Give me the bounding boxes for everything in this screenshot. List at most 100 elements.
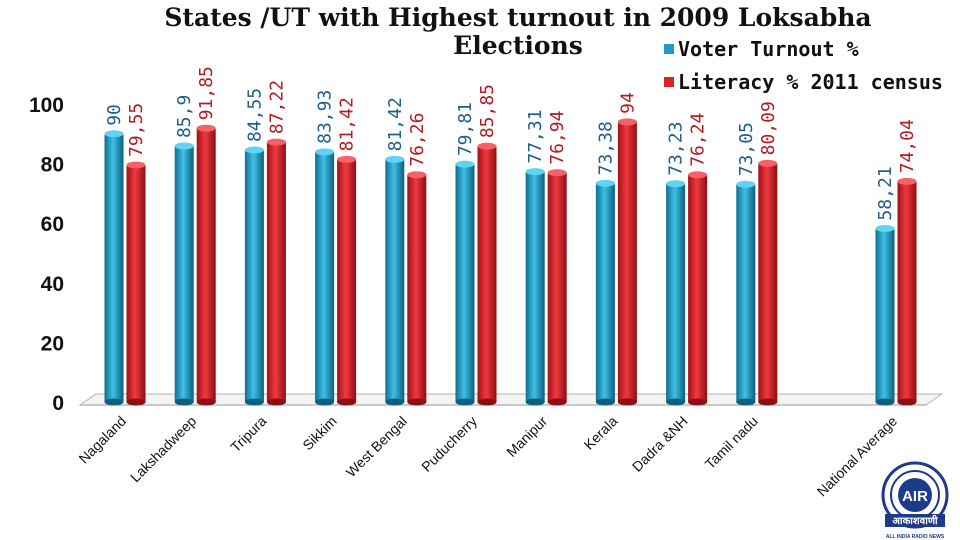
bar-top-voter-turnout-kerala [595, 179, 615, 187]
bar-base-literacy-sikkim [337, 398, 357, 406]
bar-literacy-lakshadweep [196, 128, 216, 403]
bar-top-voter-turnout-dadra-nh [666, 180, 686, 188]
chart-legend: Voter Turnout % Literacy % 2011 census [664, 37, 943, 94]
data-label-voter-turnout-dadra-nh: 73,23 [666, 122, 687, 176]
bar-literacy-puducherry [477, 146, 497, 402]
y-tick-label-0: 0 [52, 392, 64, 415]
y-tick-label-20: 20 [41, 332, 64, 355]
bar-voter-turnout-puducherry [455, 164, 475, 402]
bar-top-voter-turnout-manipur [525, 168, 545, 176]
bar-base-literacy-nagaland [126, 398, 146, 406]
data-label-literacy-nagaland: 79,55 [126, 103, 147, 157]
all-india-radio-logo: AIR आकाशवाणी ALL INDIA RADIO NEWS [881, 461, 949, 540]
bar-top-voter-turnout-national-average [875, 225, 895, 233]
bar-voter-turnout-dadra-nh [666, 183, 686, 402]
bar-base-literacy-manipur [547, 398, 567, 406]
bar-top-literacy-nagaland [126, 161, 146, 169]
bar-top-voter-turnout-lakshadweep [174, 142, 194, 150]
data-label-literacy-west-bengal: 76,26 [407, 113, 428, 167]
bar-literacy-nagaland [126, 164, 146, 402]
data-label-literacy-puducherry: 85,85 [477, 84, 498, 138]
logo-hindi-text: आकाशवाणी [892, 514, 938, 527]
bar-base-literacy-puducherry [477, 398, 497, 406]
data-label-voter-turnout-tripura: 84,55 [244, 88, 265, 142]
bar-literacy-tripura [266, 142, 286, 402]
bar-literacy-dadra-nh [688, 174, 708, 402]
x-tick-label-nagaland: Nagaland [75, 413, 129, 467]
data-label-voter-turnout-puducherry: 79,81 [455, 102, 476, 156]
bar-voter-turnout-tripura [244, 150, 264, 402]
data-label-literacy-dadra-nh: 76,24 [688, 113, 709, 167]
legend-label-literacy: Literacy % 2011 census [678, 70, 943, 94]
bar-base-literacy-lakshadweep [196, 398, 216, 406]
chart-title-line2: Elections [453, 31, 583, 60]
logo-center-text: AIR [902, 488, 928, 505]
data-label-literacy-kerala: 94 [617, 92, 638, 114]
data-label-literacy-tripura: 87,22 [266, 80, 287, 134]
bar-top-voter-turnout-puducherry [455, 160, 475, 168]
bar-top-literacy-tamil-nadu [758, 159, 778, 167]
bar-base-voter-turnout-kerala [595, 398, 615, 406]
chart-title-line1: States /UT with Highest turnout in 2009 … [164, 3, 871, 32]
bar-literacy-west-bengal [407, 174, 427, 402]
data-label-voter-turnout-lakshadweep: 85,9 [174, 95, 195, 138]
bar-base-voter-turnout-manipur [525, 398, 545, 406]
data-label-voter-turnout-sikkim: 83,93 [315, 90, 336, 144]
data-label-voter-turnout-nagaland: 90 [104, 104, 125, 126]
bar-voter-turnout-tamil-nadu [736, 184, 756, 402]
bar-base-voter-turnout-puducherry [455, 398, 475, 406]
y-axis: 0 20 40 60 80 100 [29, 94, 64, 415]
data-label-voter-turnout-west-bengal: 81,42 [385, 97, 406, 151]
y-tick-label-80: 80 [41, 154, 64, 177]
chart-floor [78, 393, 944, 406]
x-tick-label-west-bengal: West Bengal [343, 413, 410, 480]
bar-top-literacy-sikkim [337, 155, 357, 163]
bar-base-literacy-tamil-nadu [758, 398, 778, 406]
bar-base-literacy-kerala [617, 398, 637, 406]
bar-top-voter-turnout-nagaland [104, 130, 124, 138]
data-label-voter-turnout-manipur: 77,31 [525, 109, 546, 163]
legend-swatch-voter-turnout [664, 44, 674, 54]
bar-voter-turnout-sikkim [315, 151, 335, 402]
bar-base-voter-turnout-west-bengal [385, 398, 405, 406]
bar-voter-turnout-manipur [525, 171, 545, 402]
bar-top-literacy-tripura [266, 138, 286, 146]
x-tick-label-tripura: Tripura [227, 413, 269, 455]
data-label-voter-turnout-kerala: 73,38 [595, 121, 616, 175]
bar-top-literacy-puducherry [477, 142, 497, 150]
logo-english-text: ALL INDIA RADIO NEWS [886, 534, 945, 540]
data-label-voter-turnout-national-average: 58,21 [875, 166, 896, 220]
bar-top-literacy-west-bengal [407, 171, 427, 179]
data-label-literacy-manipur: 76,94 [547, 111, 568, 165]
bar-voter-turnout-kerala [595, 183, 615, 402]
x-tick-label-puducherry: Puducherry [418, 413, 480, 475]
x-tick-label-manipur: Manipur [503, 413, 550, 460]
bar-literacy-manipur [547, 172, 567, 402]
bars-layer [104, 118, 917, 406]
bar-base-literacy-west-bengal [407, 398, 427, 406]
legend-label-voter-turnout: Voter Turnout % [678, 37, 859, 61]
y-tick-label-100: 100 [29, 94, 64, 117]
data-label-literacy-lakshadweep: 91,85 [196, 66, 217, 120]
data-label-literacy-sikkim: 81,42 [337, 97, 358, 151]
x-tick-label-lakshadweep: Lakshadweep [127, 413, 200, 486]
data-label-voter-turnout-tamil-nadu: 73,05 [736, 122, 757, 176]
bar-literacy-sikkim [337, 159, 357, 402]
bar-top-voter-turnout-sikkim [315, 148, 335, 156]
bar-literacy-kerala [617, 121, 637, 402]
bar-voter-turnout-lakshadweep [174, 146, 194, 402]
bar-base-voter-turnout-nagaland [104, 398, 124, 406]
bar-top-voter-turnout-tripura [244, 146, 264, 154]
bar-top-voter-turnout-west-bengal [385, 155, 405, 163]
legend-swatch-literacy [664, 77, 674, 87]
bar-top-literacy-manipur [547, 169, 567, 177]
bar-top-literacy-dadra-nh [688, 171, 708, 179]
bar-top-literacy-kerala [617, 118, 637, 126]
bar-top-voter-turnout-tamil-nadu [736, 180, 756, 188]
bar-base-literacy-dadra-nh [688, 398, 708, 406]
bar-base-voter-turnout-dadra-nh [666, 398, 686, 406]
bar-literacy-national-average [897, 181, 917, 402]
x-tick-label-tamil-nadu: Tamil nadu [702, 413, 761, 472]
bar-base-voter-turnout-tripura [244, 398, 264, 406]
